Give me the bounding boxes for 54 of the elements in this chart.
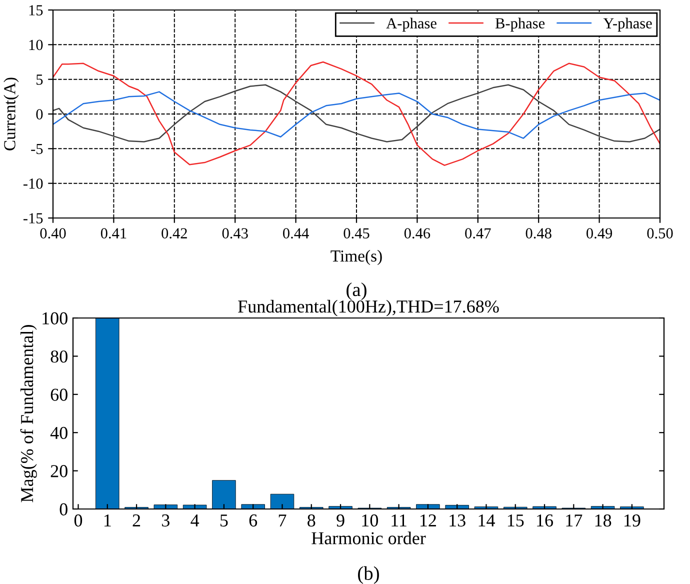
y-tick-label: 60: [50, 388, 68, 401]
x-tick-label: 8: [308, 514, 316, 527]
x-tick-label: 6: [249, 514, 258, 527]
y-tick-label: 100: [42, 312, 68, 324]
x-tick-label: 0.49: [586, 228, 612, 239]
y-tick-label: 0: [36, 109, 43, 120]
x-tick-label: 0.41: [100, 228, 126, 239]
x-tick-label: 0.44: [283, 228, 309, 239]
x-tick-label: 0.45: [344, 228, 370, 239]
x-tick-label: 0.50: [647, 228, 673, 239]
y-tick-label: -15: [23, 213, 43, 224]
x-tick-label: 18: [595, 514, 612, 527]
x-tick-label: 0: [74, 514, 82, 527]
x-tick-label: 17: [566, 514, 582, 526]
y-axis-title: Current(A): [4, 78, 19, 150]
text: (b): [358, 566, 379, 584]
y-tick-label: 80: [50, 350, 68, 363]
y-tick-label: 20: [50, 465, 68, 478]
legend-label: B-phase: [495, 18, 545, 32]
y-tick-label: -5: [31, 144, 43, 154]
x-tick-label: 10: [362, 514, 378, 527]
x-tick-label: 7: [278, 514, 286, 526]
y-axis-title: Mag(% of Fundamental): [20, 325, 37, 502]
legend-label: A-phase: [386, 18, 436, 32]
x-tick-label: 0.46: [404, 228, 430, 239]
x-tick-label: 2: [132, 514, 140, 526]
x-axis-title: Time(s): [330, 250, 382, 266]
y-tick-label: 5: [36, 74, 43, 85]
y-tick-label: 40: [50, 426, 68, 440]
x-tick-label: 0.48: [526, 228, 552, 239]
x-axis-title: Harmonic order: [312, 532, 426, 544]
x-tick-label: 11: [392, 514, 406, 526]
y-tick-label: 0: [60, 503, 68, 516]
x-tick-label: 12: [420, 514, 436, 526]
x-tick-label: 4: [190, 514, 200, 526]
x-tick-label: 3: [162, 514, 170, 527]
x-tick-label: 16: [537, 514, 554, 527]
x-tick-label: 15: [508, 514, 524, 527]
x-tick-label: 0.40: [40, 228, 66, 239]
x-tick-label: 13: [450, 514, 466, 527]
x-tick-label: 0.43: [222, 228, 248, 239]
x-tick-label: 5: [220, 514, 228, 527]
y-tick-label: -10: [23, 178, 43, 189]
x-tick-label: 1: [104, 514, 111, 526]
text: (a): [346, 282, 366, 300]
legend-label: Y-phase: [603, 18, 652, 32]
chart-title: Fundamental(100Hz),THD=17.68%: [238, 300, 499, 316]
x-tick-label: 14: [478, 514, 495, 526]
x-tick-label: 19: [624, 514, 640, 527]
y-tick-label: 15: [29, 5, 43, 16]
y-tick-label: 10: [29, 40, 43, 50]
x-tick-label: 0.42: [162, 228, 187, 239]
x-tick-label: 9: [336, 514, 344, 527]
x-tick-label: 0.47: [465, 228, 491, 239]
